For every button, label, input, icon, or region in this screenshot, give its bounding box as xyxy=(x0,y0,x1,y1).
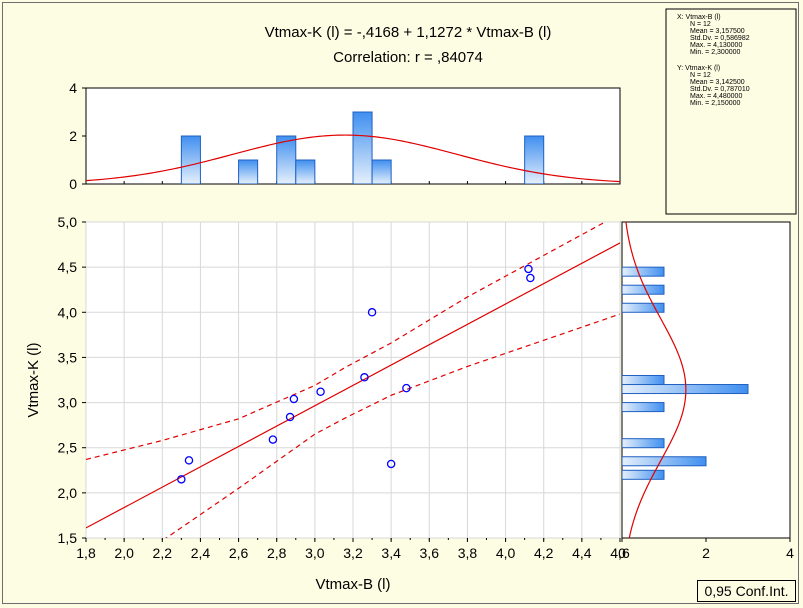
data-point xyxy=(177,475,186,484)
stats-x-line: N = 12 xyxy=(690,21,711,28)
top-hist-y-label: 2 xyxy=(69,128,77,144)
stats-box xyxy=(665,8,797,215)
x-axis-label: Vtmax-B (l) xyxy=(316,576,391,593)
x-tick-label: 2,2 xyxy=(153,545,173,561)
stats-y-line: Min. = 2,150000 xyxy=(690,100,741,107)
gridlines xyxy=(82,221,621,542)
stats-y-line: N = 12 xyxy=(690,72,711,79)
chart-title: Vtmax-K (l) = -,4168 + 1,1272 * Vtmax-B … xyxy=(265,24,552,41)
right-hist-x-label: 0 xyxy=(618,545,626,561)
right-hist-x-label: 2 xyxy=(702,545,710,561)
scatter-marks xyxy=(86,222,620,538)
x-tick-label: 3,8 xyxy=(458,545,478,561)
chart-subtitle: Correlation: r = ,84074 xyxy=(333,49,483,66)
top-hist-bar xyxy=(295,159,316,184)
stats-x-block: X: Vtmax-B (l) N = 12 Mean = 3,157500 St… xyxy=(677,14,750,56)
y-tick-label: 1,5 xyxy=(58,530,78,546)
x-tick-label: 4,6 xyxy=(610,545,630,561)
y-tick-label: 4,0 xyxy=(58,304,78,320)
confidence-lower xyxy=(165,313,620,538)
stats-y-line: Y: Vtmax-K (l) xyxy=(677,65,720,72)
stats-x-line: Min. = 2,300000 xyxy=(690,49,741,56)
right-hist-bar xyxy=(622,374,665,386)
top-normal-curve xyxy=(86,134,620,183)
right-hist-bar xyxy=(622,456,707,467)
right-hist-bar xyxy=(622,266,665,277)
data-point xyxy=(184,456,194,465)
data-point xyxy=(524,264,533,274)
stats-y-line: Mean = 3,142500 xyxy=(690,79,745,86)
data-point xyxy=(289,394,299,404)
x-tick-label: 4,2 xyxy=(534,545,554,561)
stats-x-line: Std.Dv. = 0,586982 xyxy=(690,35,750,42)
stats-x-line: Max. = 4,130000 xyxy=(690,42,742,49)
stats-y-line: Std.Dv. = 0,787010 xyxy=(690,86,750,93)
data-point xyxy=(367,308,377,317)
y-tick-label: 5,0 xyxy=(58,214,78,230)
tick-labels: 1,8 2,0 2,2 2,4 2,6 2,8 3,0 3,2 3,4 3,6 3,8 4,0 4,2 4… xyxy=(58,80,795,561)
top-hist-bar xyxy=(238,159,259,184)
data-point xyxy=(316,387,325,396)
confidence-legend: 0,95 Conf.Int. xyxy=(697,580,796,602)
y-tick-label: 3,5 xyxy=(58,349,78,365)
data-point xyxy=(360,373,369,382)
right-histogram xyxy=(622,222,749,538)
y-axis-label: Vtmax-K (l) xyxy=(25,342,42,417)
x-tick-label: 3,6 xyxy=(420,545,440,561)
x-tick-label: 2,6 xyxy=(229,545,249,561)
top-hist-y-label: 4 xyxy=(69,80,77,96)
y-tick-label: 2,0 xyxy=(58,485,78,501)
data-point xyxy=(386,459,396,469)
x-tick-label: 2,8 xyxy=(267,545,287,561)
top-hist-bar xyxy=(371,159,392,184)
right-hist-bar xyxy=(622,302,665,313)
x-tick-label: 2,0 xyxy=(114,545,134,561)
right-hist-bar xyxy=(622,402,665,413)
regression-line xyxy=(86,242,620,529)
right-hist-bar xyxy=(622,284,665,295)
stats-y-block: Y: Vtmax-K (l) N = 12 Mean = 3,142500 St… xyxy=(677,65,750,107)
right-normal-curve xyxy=(625,222,687,538)
x-tick-label: 2,4 xyxy=(191,545,211,561)
x-tick-label: 4,4 xyxy=(572,545,592,561)
data-point xyxy=(402,383,411,393)
right-hist-bar xyxy=(622,469,665,480)
right-hist-x-label: 4 xyxy=(786,545,794,561)
top-hist-bar xyxy=(524,135,545,184)
x-tick-label: 3,0 xyxy=(305,545,325,561)
stats-x-line: Mean = 3,157500 xyxy=(690,28,745,35)
x-tick-label: 1,8 xyxy=(76,545,96,561)
data-point xyxy=(285,412,295,422)
top-hist-bar xyxy=(352,111,373,184)
y-tick-label: 3,0 xyxy=(58,395,78,411)
x-tick-label: 3,4 xyxy=(381,545,401,561)
x-tick-label: 4,0 xyxy=(496,545,516,561)
top-hist-bar xyxy=(180,135,201,184)
top-histogram xyxy=(86,111,620,184)
right-hist-bar xyxy=(622,438,665,449)
y-tick-label: 4,5 xyxy=(58,259,78,275)
x-tick-label: 3,2 xyxy=(343,545,363,561)
stats-x-line: X: Vtmax-B (l) xyxy=(677,14,721,21)
data-point xyxy=(526,273,535,283)
stats-y-line: Max. = 4,480000 xyxy=(690,93,742,100)
right-hist-bar xyxy=(622,384,749,395)
data-point xyxy=(268,435,278,444)
top-hist-y-label: 0 xyxy=(69,176,77,192)
y-tick-label: 2,5 xyxy=(58,440,78,456)
